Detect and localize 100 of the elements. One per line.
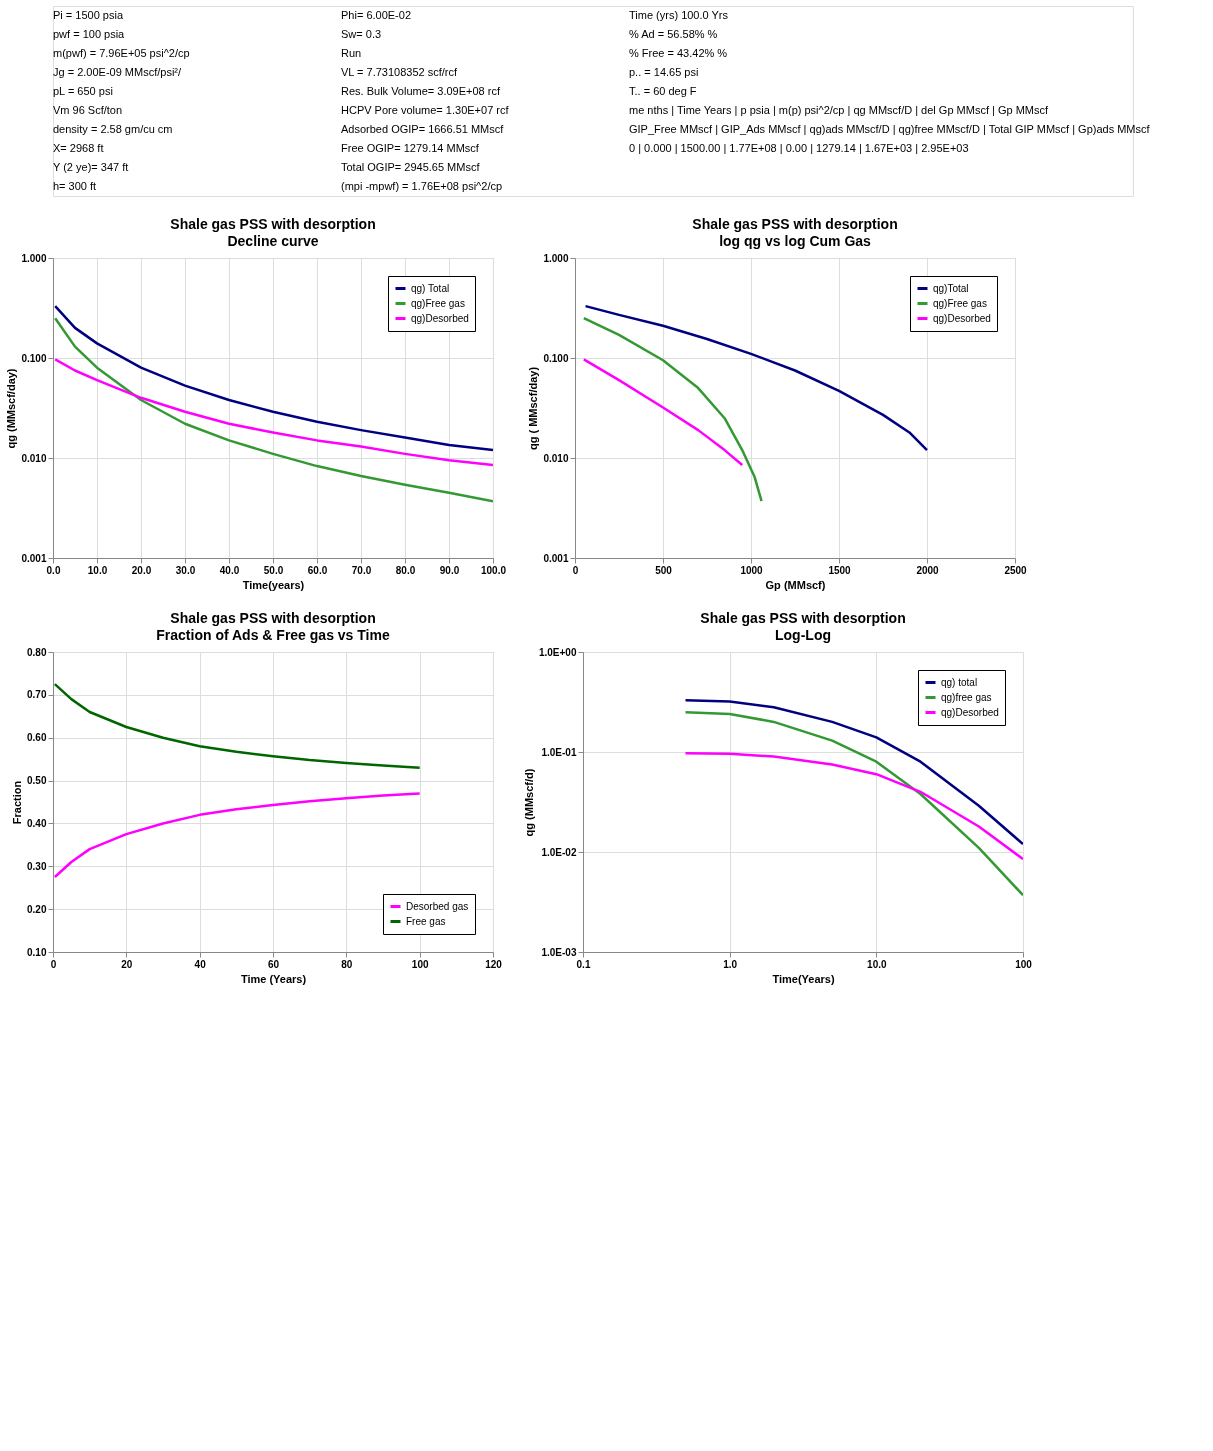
text: % Free = 43.42% % [629,46,728,59]
x-tick-label: 2000 [916,564,940,576]
x-tick-label: 0 [572,564,579,576]
text: m(pwf) = 7.96E+05 psi^2/cp [53,46,190,59]
line-series [53,792,421,879]
y-tick-label: 0.010 [21,452,47,464]
text: Vm 96 Scf/ton [53,103,123,116]
line-series [53,358,493,467]
x-tick-label: 1000 [740,564,764,576]
legend-label: qg)free gas [941,691,992,703]
text: Jg = 2.00E-09 MMscf/psi²/ [53,65,183,78]
chart-title: Shale gas PSS with desorption [692,216,898,232]
text: GIP_Free MMscf | GIP_Ads MMscf | qg)ads MMscf/D | qg)free MMscf/D | Total GIP MMscf | Gp)ads MMscf [629,122,1151,135]
x-tick-label: 30.0 [175,564,196,576]
x-tick-label: 40.0 [219,564,240,576]
y-tick-label: 1.000 [543,252,569,264]
x-tick-label: 100.0 [480,564,507,576]
x-tick-label: 60 [267,958,280,970]
x-axis-title: Gp (MMscf) [765,578,826,591]
chart-title: Shale gas PSS with desorption [170,216,376,232]
text: X= 2968 ft [53,141,104,154]
text: Total OGIP= 2945.65 MMscf [341,160,481,173]
text: Phi= 6.00E-02 [341,8,412,21]
x-tick-label: 10.0 [87,564,108,576]
x-tick-label: 120 [485,958,503,970]
text: Pi = 1500 psia [53,8,124,21]
x-tick-label: 10.0 [867,958,887,970]
y-tick-label: 0.010 [543,452,569,464]
x-tick-label: 60.0 [307,564,328,576]
x-tick-label: 80 [341,958,353,970]
x-tick-label: 100 [1015,958,1033,970]
text: % Ad = 56.58% % [629,27,718,40]
x-tick-label: 90.0 [439,564,460,576]
text: 0 | 0.000 | 1500.00 | 1.77E+08 | 0.00 | 1279.14 | 1.67E+03 | 2.95E+03 [629,141,969,154]
y-tick-label: 0.30 [27,860,47,872]
y-tick-label: 0.10 [27,946,47,958]
line-series [53,316,493,503]
text: Sw= 0.3 [341,27,382,40]
line-series [582,358,744,467]
y-tick-label: 0.001 [543,552,569,564]
x-tick-label: 20.0 [131,564,152,576]
text: h= 300 ft [53,179,97,192]
chart-subtitle: Decline curve [227,233,319,249]
legend-label: qg) total [941,676,978,688]
chart-subtitle: log qg vs log Cum Gas [719,233,872,249]
text: p.. = 14.65 psi [629,65,699,78]
y-tick-label: 1.0E+00 [538,646,577,658]
text: me nths | Time Years | p psia | m(p) psi^2/cp | qg MMscf/D | del Gp MMscf | Gp MMscf [629,103,1049,116]
y-tick-label: 1.000 [21,252,47,264]
y-tick-label: 0.001 [21,552,47,564]
x-tick-label: 0 [50,958,57,970]
x-axis-title: Time(Years) [772,972,835,985]
line-series [582,316,763,503]
chart-title: Shale gas PSS with desorption [170,610,376,626]
y-axis-title: Fraction [11,780,24,825]
legend-label: Free gas [406,915,446,927]
chart-subtitle: Fraction of Ads & Free gas vs Time [156,627,390,643]
y-axis-title: qg (MMscf/day) [5,368,18,449]
text: Run [341,46,362,59]
y-tick-label: 0.100 [543,352,569,364]
y-tick-label: 0.70 [27,689,47,701]
y-tick-label: 0.100 [21,352,47,364]
text: T.. = 60 deg F [629,84,697,97]
y-axis-title: qg (MMscf/d) [522,768,535,837]
x-tick-label: 80.0 [395,564,416,576]
chart-subtitle: Log-Log [775,627,831,643]
x-tick-label: 40 [194,958,207,970]
text: density = 2.58 gm/cu cm [53,122,173,135]
x-tick-label: 2500 [1004,564,1028,576]
text: Res. Bulk Volume= 3.09E+08 rcf [341,84,501,97]
x-axis-title: Time(years) [242,578,305,591]
y-tick-label: 0.20 [27,903,47,915]
legend-label: Desorbed gas [406,900,469,912]
y-tick-label: 1.0E-03 [541,946,577,958]
x-tick-label: 50.0 [263,564,284,576]
x-axis-title: Time (Years) [240,972,307,985]
legend-label: qg)Desorbed [411,312,469,324]
text: Y (2 ye)= 347 ft [53,160,129,173]
chart-title: Shale gas PSS with desorption [700,610,906,626]
y-tick-label: 1.0E-02 [541,846,577,858]
x-tick-label: 100 [411,958,429,970]
text: pwf = 100 psia [53,27,126,40]
text: Adsorbed OGIP= 1666.51 MMscf [341,122,505,135]
text: HCPV Pore volume= 1.30E+07 rcf [341,103,510,116]
legend-label: qg)Total [933,282,969,294]
x-tick-label: 1.0 [723,958,738,970]
x-tick-label: 1500 [828,564,852,576]
text: Time (yrs) 100.0 Yrs [629,8,729,21]
y-tick-label: 0.50 [27,775,47,787]
text: pL = 650 psi [53,84,113,97]
line-series [53,682,421,769]
x-tick-label: 20 [121,958,133,970]
legend-label: qg)Free gas [933,297,987,309]
x-tick-label: 0.0 [46,564,61,576]
legend-label: qg)Free gas [411,297,465,309]
text: VL = 7.73108352 scf/rcf [341,65,459,78]
x-tick-label: 500 [655,564,673,576]
x-tick-label: 0.1 [576,958,591,970]
legend-label: qg) Total [411,282,450,294]
y-tick-label: 0.40 [27,817,47,829]
